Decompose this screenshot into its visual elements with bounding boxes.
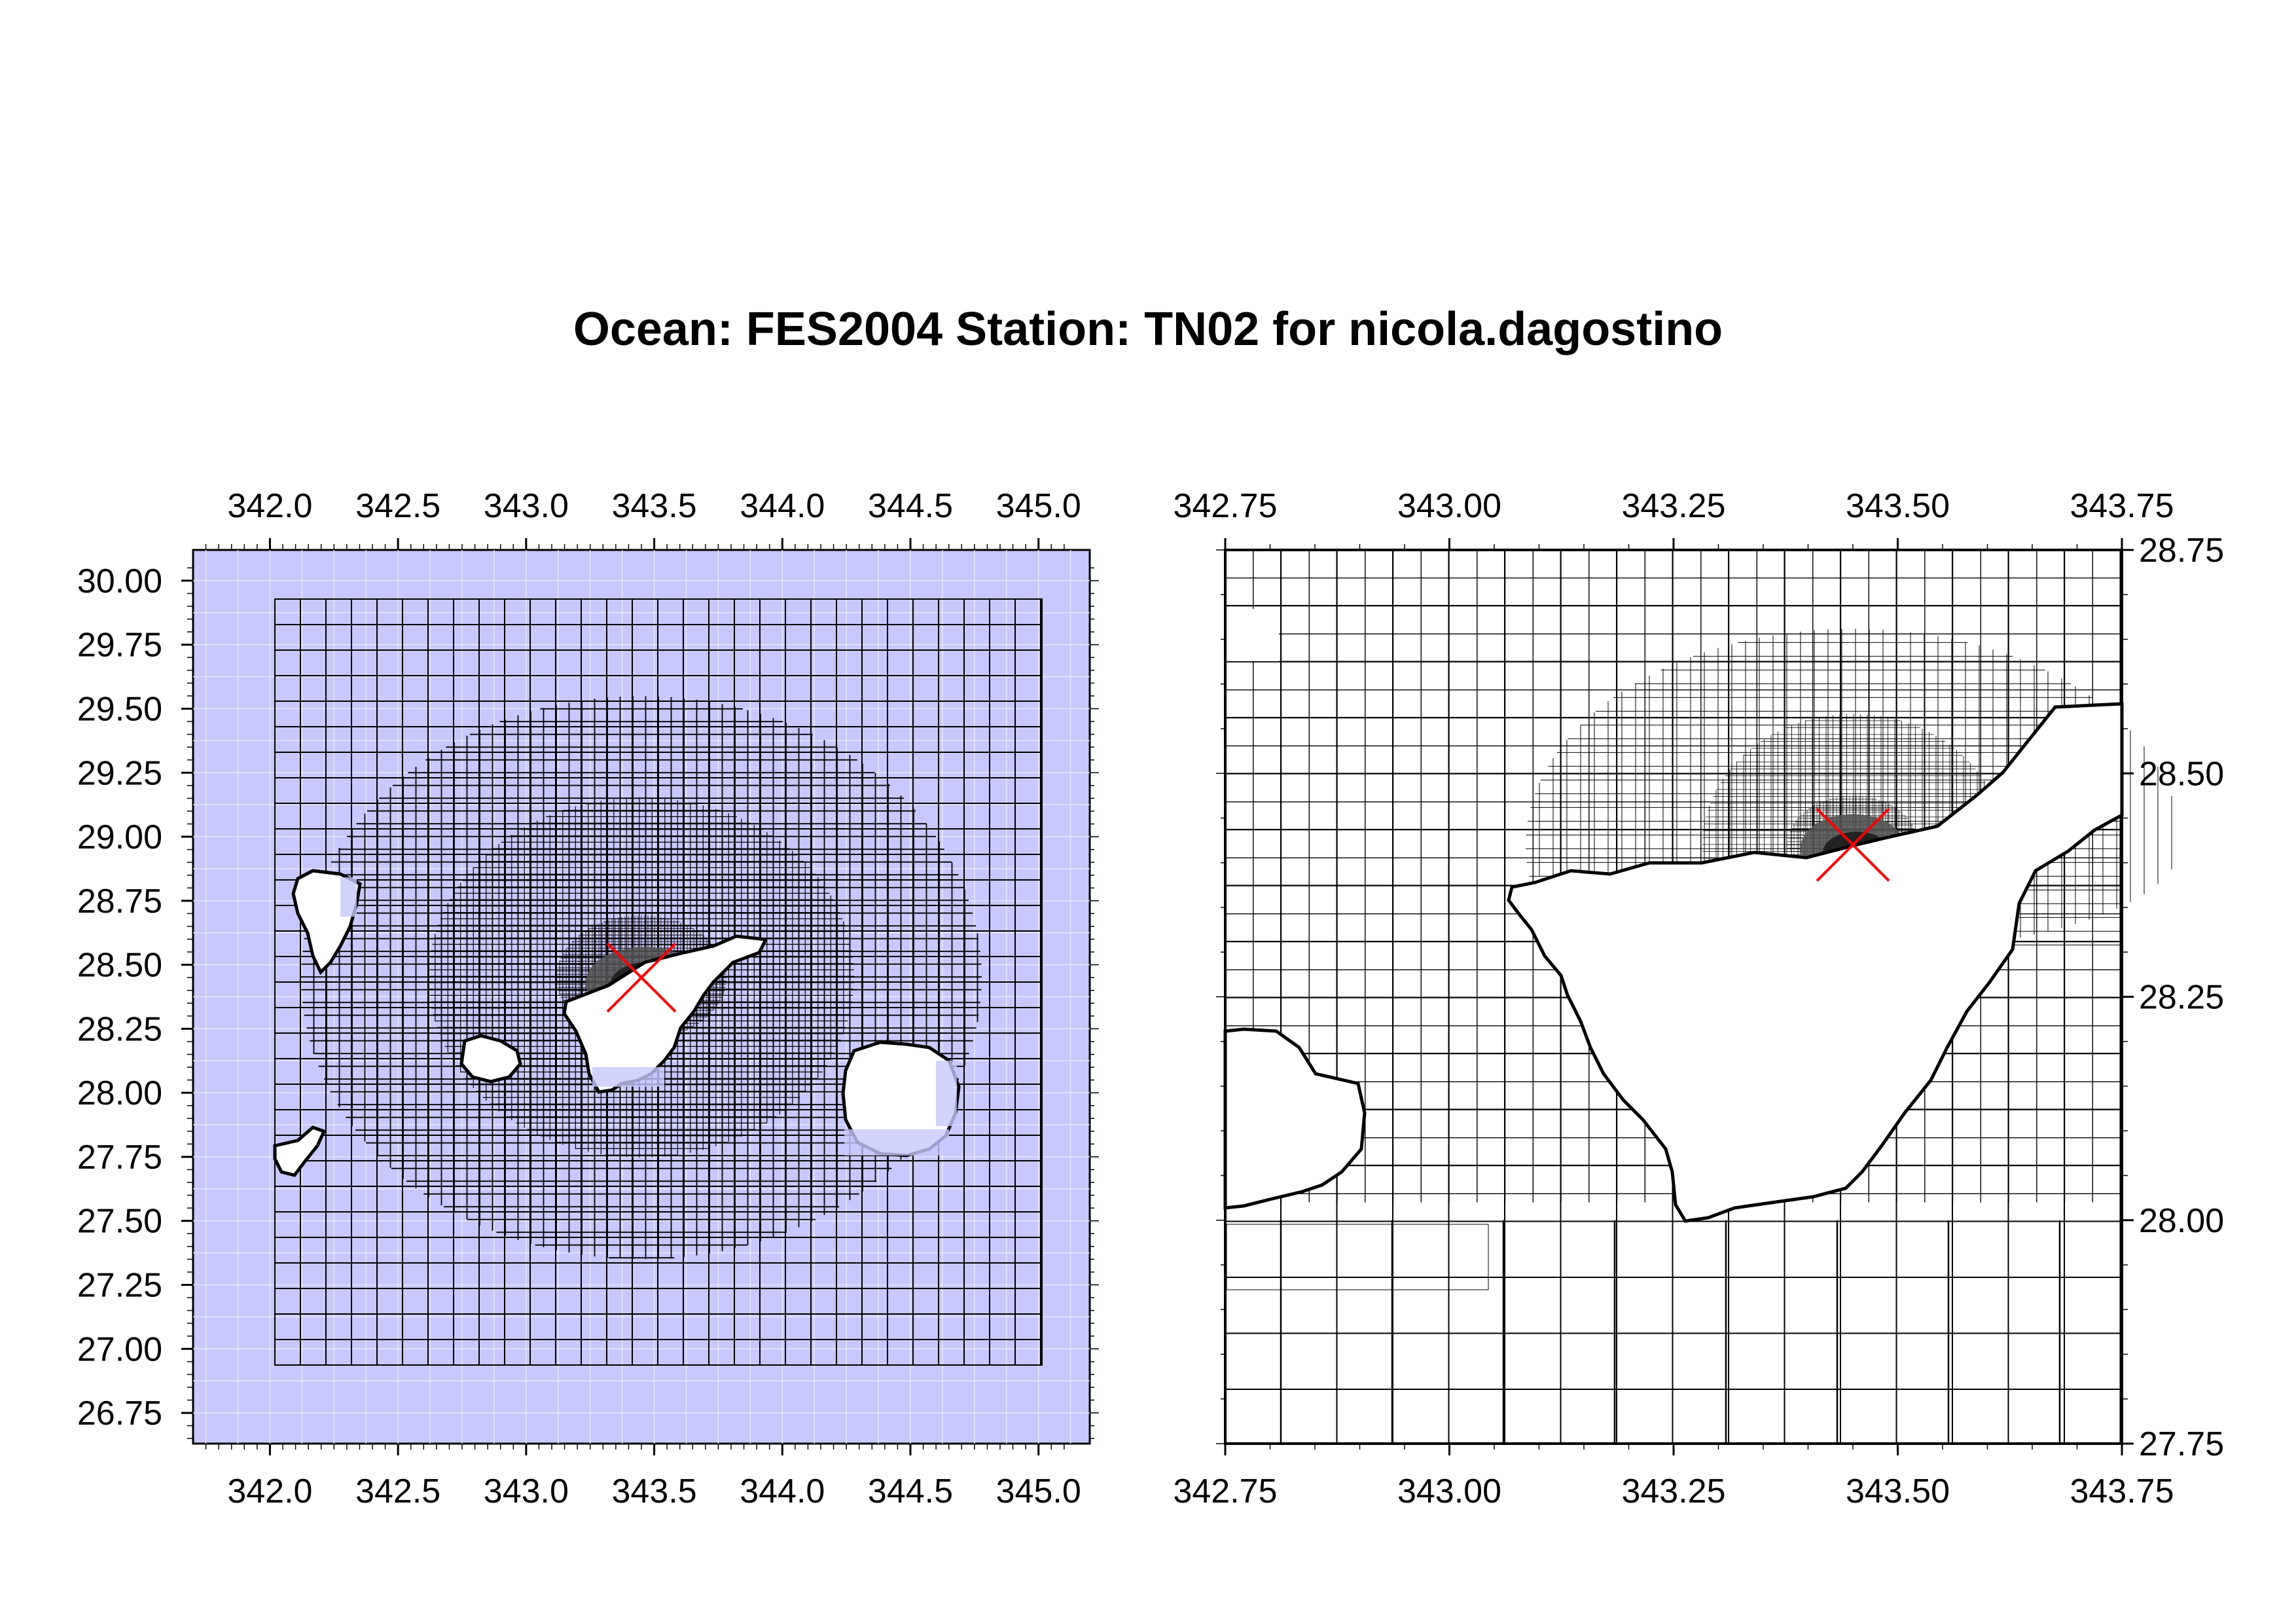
left-x-tick-label: 343.0 <box>484 1472 569 1510</box>
left-y-tick-label: 28.50 <box>77 947 162 985</box>
left-y-tick-label: 27.75 <box>77 1139 162 1176</box>
left-y-tick-label: 27.25 <box>77 1267 162 1305</box>
right-map: 342.75 343.00 343.25 343.50 343.75 342.75 343… <box>1173 487 2224 1510</box>
left-x-tick-label: 345.0 <box>996 1472 1081 1510</box>
right-map-y-axis: 28.75 28.50 28.25 28.00 27.75 <box>1216 532 2224 1463</box>
left-y-tick-label: 28.25 <box>77 1010 162 1048</box>
left-map-x-axis-top: 342.0 342.5 343.0 343.5 344.0 344.5 345.0 <box>205 487 1081 550</box>
right-x-tick-label: 343.00 <box>1397 1472 1501 1510</box>
right-x-tick-label: 343.00 <box>1397 487 1501 525</box>
left-x-tick-label: 345.0 <box>996 487 1081 525</box>
left-map-x-axis-bottom: 342.0 342.5 343.0 343.5 344.0 344.5 345.0 <box>205 1444 1081 1510</box>
left-x-tick-label: 344.5 <box>868 1472 953 1510</box>
right-x-tick-label: 342.75 <box>1173 487 1277 525</box>
right-x-tick-label: 343.50 <box>1846 1472 1950 1510</box>
left-y-tick-label: 28.00 <box>77 1074 162 1112</box>
right-x-tick-label: 343.50 <box>1846 487 1950 525</box>
left-y-tick-label: 29.25 <box>77 754 162 792</box>
left-map: 342.0 342.5 343.0 343.5 344.0 344.5 345.0 342.… <box>77 487 1099 1510</box>
left-y-tick-label: 27.50 <box>77 1203 162 1241</box>
left-map-islands <box>273 869 961 1177</box>
left-y-tick-label: 30.00 <box>77 562 162 600</box>
left-y-tick-label: 27.00 <box>77 1330 162 1368</box>
right-x-tick-label: 343.25 <box>1621 1472 1725 1510</box>
left-y-tick-label: 29.50 <box>77 690 162 728</box>
island-la-gomera <box>1223 1027 1367 1210</box>
right-y-tick-label: 27.75 <box>2139 1425 2224 1463</box>
left-map-y-axis: 30.00 29.75 29.50 29.25 29.00 28.75 28.50 28.25… <box>77 562 1099 1439</box>
right-map-x-axis-bottom: 342.75 343.00 343.25 343.50 343.75 <box>1173 1444 2174 1510</box>
right-y-tick-label: 28.75 <box>2139 532 2224 570</box>
left-y-tick-label: 26.75 <box>77 1395 162 1432</box>
right-x-tick-label: 342.75 <box>1173 1472 1277 1510</box>
left-x-tick-label: 342.5 <box>355 1472 440 1510</box>
right-x-tick-label: 343.25 <box>1621 487 1725 525</box>
right-y-tick-label: 28.00 <box>2139 1202 2224 1240</box>
island-tenerife <box>562 934 768 1094</box>
left-x-tick-label: 343.5 <box>612 1472 697 1510</box>
left-x-tick-label: 343.0 <box>484 487 569 525</box>
island-la-gomera <box>459 1034 522 1084</box>
right-station-marker <box>1816 808 1890 882</box>
left-y-tick-label: 29.00 <box>77 818 162 856</box>
right-y-tick-label: 28.25 <box>2139 979 2224 1017</box>
left-x-tick-label: 344.0 <box>740 1472 825 1510</box>
left-station-marker <box>606 942 677 1013</box>
right-map-x-axis-top: 342.75 343.00 343.25 343.50 343.75 <box>1173 487 2174 550</box>
left-x-tick-label: 344.0 <box>740 487 825 525</box>
left-x-tick-label: 343.5 <box>612 487 697 525</box>
island-el-hierro <box>273 1125 327 1177</box>
left-y-tick-label: 29.75 <box>77 627 162 665</box>
left-x-tick-label: 342.0 <box>227 1472 312 1510</box>
right-x-tick-label: 343.75 <box>2070 1472 2174 1510</box>
left-x-tick-label: 342.0 <box>227 487 312 525</box>
right-x-tick-label: 343.75 <box>2070 487 2174 525</box>
right-y-tick-label: 28.50 <box>2139 755 2224 793</box>
map-title: Ocean: FES2004 Station: TN02 for nicola.… <box>573 303 1723 356</box>
left-y-tick-label: 28.75 <box>77 883 162 921</box>
left-x-tick-label: 344.5 <box>868 487 953 525</box>
left-x-tick-label: 342.5 <box>355 487 440 525</box>
